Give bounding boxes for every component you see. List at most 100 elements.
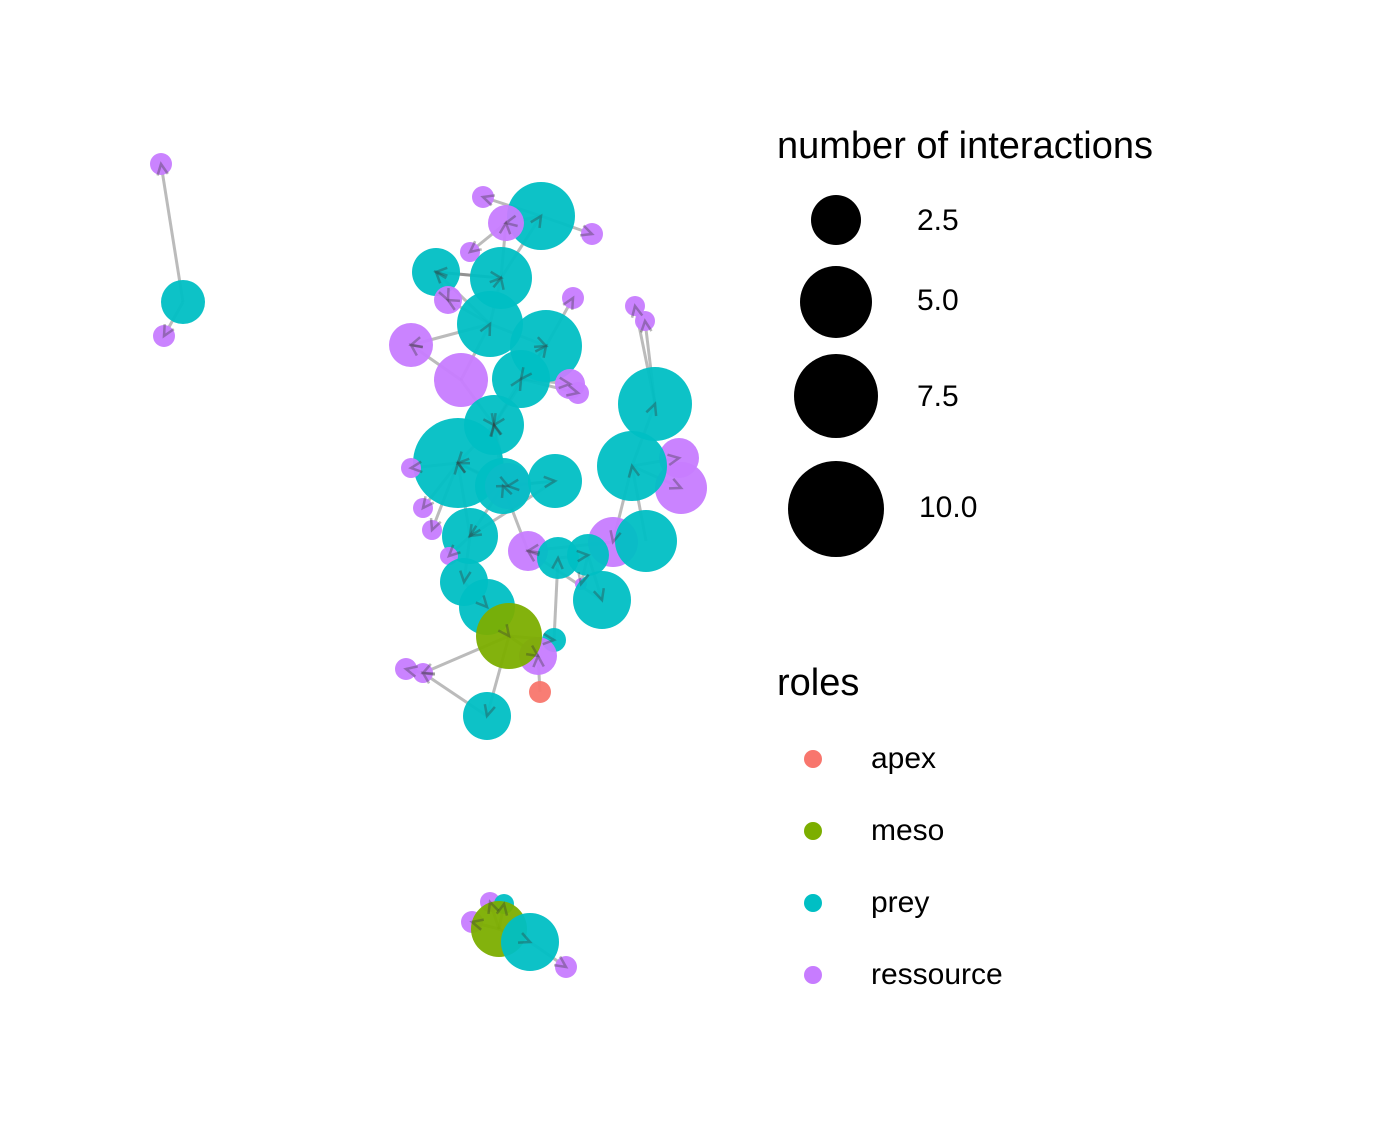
edge-arrowhead [497,623,511,639]
node-ressource [153,325,175,347]
size-key-5.0 [800,266,872,338]
edge-arrowhead [492,275,505,290]
size-label: 2.5 [917,204,959,237]
node-ressource [422,520,442,540]
edge-arrowhead [438,287,450,303]
edge-arrowhead [542,632,557,646]
node-ressource [581,223,603,245]
node-ressource [472,186,494,208]
node-ressource [150,153,172,175]
edge-arrowhead [475,595,489,610]
edge-arrowhead [503,214,518,228]
node-ressource [413,498,433,518]
node-prey [501,913,559,971]
role-swatch [804,966,822,984]
node-prey [597,431,667,501]
edge-arrowhead [592,587,606,603]
node-prey [618,367,692,441]
node-meso [476,603,542,669]
node-ressource [413,663,433,683]
edge-arrowhead [479,321,492,337]
edge-arrowhead [543,475,558,489]
edge-arrowhead [579,224,595,237]
size-label: 5.0 [917,284,959,317]
size-key-10.0 [788,461,884,557]
node-ressource [562,287,584,309]
edge-arrowhead [408,460,423,474]
node-prey [615,510,677,572]
edge-arrowhead [495,475,511,488]
legend: number of interactions 2.5 5.0 7.5 10.0 … [777,120,1337,1020]
edge-arrowhead [609,529,622,545]
node-apex [529,681,551,703]
node-prey [463,692,511,740]
node-ressource [488,205,524,241]
edge-arrowhead [525,549,541,562]
edge-arrowhead [459,570,472,585]
edge-arrowhead [433,270,448,284]
edge-arrowhead [429,517,442,533]
edge-arrowhead [558,376,573,390]
node-ressource [567,382,589,404]
edge-arrowhead [162,323,175,339]
edge-arrowhead [495,901,509,916]
edge-arrowhead [525,543,540,557]
size-label: 10.0 [919,491,978,524]
edge-arrowhead [489,422,502,437]
role-label: ressource [871,958,1003,991]
edge-arrowhead [562,295,575,311]
role-label: prey [871,886,930,919]
edge-arrowhead [498,220,512,235]
edge-arrowhead [627,463,641,478]
edge-arrowhead [490,422,503,437]
edge-arrowhead [577,572,590,587]
node-prey [492,350,550,408]
edge-arrowhead [519,366,533,382]
edge-arrowhead [553,955,569,969]
edge-arrowhead [446,544,461,558]
node-ressource [625,296,645,316]
edge-arrowhead [467,525,483,538]
size-key-2.5 [811,195,861,245]
node-prey [528,454,582,508]
node-prey [442,508,498,564]
node-ressource [389,323,433,367]
edge-arrowhead [534,343,548,359]
edge-arrowhead [408,336,424,349]
size-legend-title: number of interactions [777,125,1153,167]
size-label: 7.5 [917,380,959,413]
edge-arrowhead [467,240,482,254]
edge-arrowhead [468,523,481,539]
size-key-7.5 [794,354,878,438]
edge-arrowhead [492,412,505,428]
node-prey [457,291,523,357]
edge-arrowhead [156,161,169,176]
node-ressource [460,242,480,262]
edge-arrowhead [639,318,653,333]
edge-arrowhead [456,451,470,466]
role-label: apex [871,742,937,775]
edge-arrowhead [500,483,513,499]
roles-legend-title: roles [777,662,860,704]
food-web-network [150,153,707,978]
edge-arrowhead [576,549,591,563]
node-prey [573,571,631,629]
edge-arrowhead [532,653,545,668]
edge-arrowhead [517,932,533,944]
role-swatch [804,822,822,840]
edge-arrowhead [403,665,418,678]
edge-arrowhead [630,303,644,318]
node-prey [161,280,205,324]
role-label: meso [871,814,945,847]
node-ressource [434,353,488,407]
edge-arrowhead [510,376,523,392]
edge-arrowhead [421,496,435,511]
node-ressource [635,311,655,331]
node-prey [507,182,575,250]
node-prey [567,534,609,576]
edge-arrowhead [480,194,496,207]
edge-arrowhead [530,213,543,229]
node-ressource [401,458,421,478]
edge-arrowhead [420,671,436,684]
role-swatch [804,750,822,768]
